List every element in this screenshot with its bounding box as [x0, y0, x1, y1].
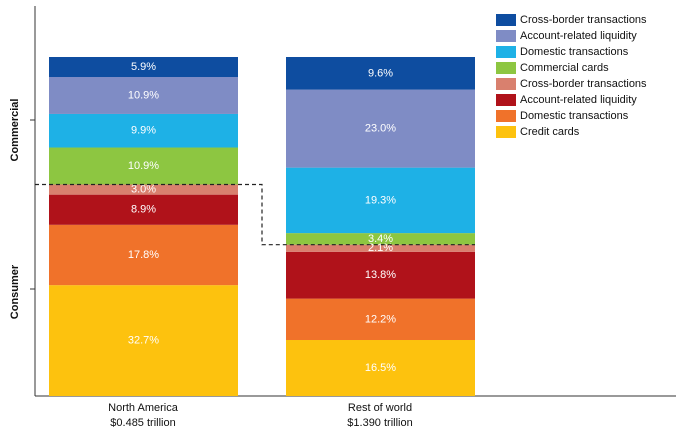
group-label-commercial: Commercial [9, 99, 21, 162]
bar-rest-of-world-consumer-account-related-liquidity [286, 251, 475, 299]
bar-north-america-commercial-cross-border-transactions [49, 57, 238, 78]
bar-north-america-consumer-cross-border-transactions [49, 184, 238, 195]
bar-rest-of-world-commercial-commercial-cards [286, 233, 475, 245]
category-label-rest-of-world: Rest of world [348, 402, 412, 414]
data-label-north-america-commercial-account-related-liquidity: 10.9% [128, 89, 159, 101]
bar-north-america-commercial-domestic-transactions [49, 113, 238, 148]
legend-label-consumer-domestic-transactions: Domestic transactions [520, 110, 629, 122]
bar-rest-of-world-consumer-cross-border-transactions [286, 244, 475, 252]
data-label-north-america-consumer-cross-border-transactions: 3.0% [131, 184, 156, 196]
legend-swatch-commercial-commercial-cards [496, 62, 516, 74]
bar-rest-of-world-consumer-credit-cards [286, 340, 475, 396]
bar-north-america-commercial-commercial-cards [49, 147, 238, 185]
bar-north-america-commercial-account-related-liquidity [49, 77, 238, 114]
legend-label-commercial-account-related-liquidity: Account-related liquidity [520, 30, 637, 42]
category-labels: North America $0.485 trillion Rest of wo… [108, 402, 413, 429]
legend-label-consumer-cross-border-transactions: Cross-border transactions [520, 78, 647, 90]
data-label-north-america-consumer-account-related-liquidity: 8.9% [131, 204, 156, 216]
bar-rest-of-world-commercial-account-related-liquidity [286, 89, 475, 168]
legend: Cross-border transactions Account-related… [496, 14, 647, 138]
bars [49, 57, 475, 396]
legend-label-commercial-cross-border-transactions: Cross-border transactions [520, 14, 647, 26]
group-label-consumer: Consumer [9, 264, 21, 319]
consumer-commercial-divider [35, 183, 475, 246]
legend-swatch-consumer-domestic-transactions [496, 110, 516, 122]
data-label-rest-of-world-commercial-commercial-cards: 3.4% [368, 233, 393, 245]
legend-label-commercial-commercial-cards: Commercial cards [520, 62, 609, 74]
data-label-rest-of-world-commercial-cross-border-transactions: 9.6% [368, 67, 393, 79]
bar-rest-of-world-commercial-cross-border-transactions [286, 57, 475, 90]
data-label-north-america-consumer-domestic-transactions: 17.8% [128, 249, 159, 261]
data-label-north-america-commercial-domestic-transactions: 9.9% [131, 125, 156, 137]
category-sublabel-rest-of-world: $1.390 trillion [347, 417, 412, 429]
data-label-rest-of-world-consumer-credit-cards: 16.5% [365, 362, 396, 374]
data-label-rest-of-world-consumer-domestic-transactions: 12.2% [365, 313, 396, 325]
bar-rest-of-world-consumer-domestic-transactions [286, 298, 475, 341]
bar-north-america-consumer-account-related-liquidity [49, 194, 238, 225]
data-label-north-america-commercial-commercial-cards: 10.9% [128, 160, 159, 172]
data-label-north-america-consumer-credit-cards: 32.7% [128, 335, 159, 347]
legend-label-consumer-account-related-liquidity: Account-related liquidity [520, 94, 637, 106]
legend-swatch-consumer-credit-cards [496, 126, 516, 138]
bar-north-america-consumer-credit-cards [49, 285, 238, 396]
legend-label-consumer-credit-cards: Credit cards [520, 126, 580, 138]
data-label-north-america-commercial-cross-border-transactions: 5.9% [131, 61, 156, 73]
segment-labels: 32.7% 17.8% 8.9% 3.0% 10.9% 9.9% 10.9% 5.9% 16.5… [128, 61, 396, 374]
legend-label-commercial-domestic-transactions: Domestic transactions [520, 46, 629, 58]
data-label-rest-of-world-commercial-domestic-transactions: 19.3% [365, 194, 396, 206]
bar-rest-of-world-commercial-domestic-transactions [286, 167, 475, 234]
legend-swatch-commercial-domestic-transactions [496, 46, 516, 58]
data-label-rest-of-world-commercial-account-related-liquidity: 23.0% [365, 123, 396, 135]
category-sublabel-north-america: $0.485 trillion [110, 417, 175, 429]
bar-north-america-consumer-domestic-transactions [49, 224, 238, 286]
data-label-rest-of-world-consumer-account-related-liquidity: 13.8% [365, 269, 396, 281]
category-label-north-america: North America [108, 402, 179, 414]
legend-swatch-consumer-cross-border-transactions [496, 78, 516, 90]
legend-swatch-commercial-account-related-liquidity [496, 30, 516, 42]
legend-swatch-commercial-cross-border-transactions [496, 14, 516, 26]
legend-swatch-consumer-account-related-liquidity [496, 94, 516, 106]
